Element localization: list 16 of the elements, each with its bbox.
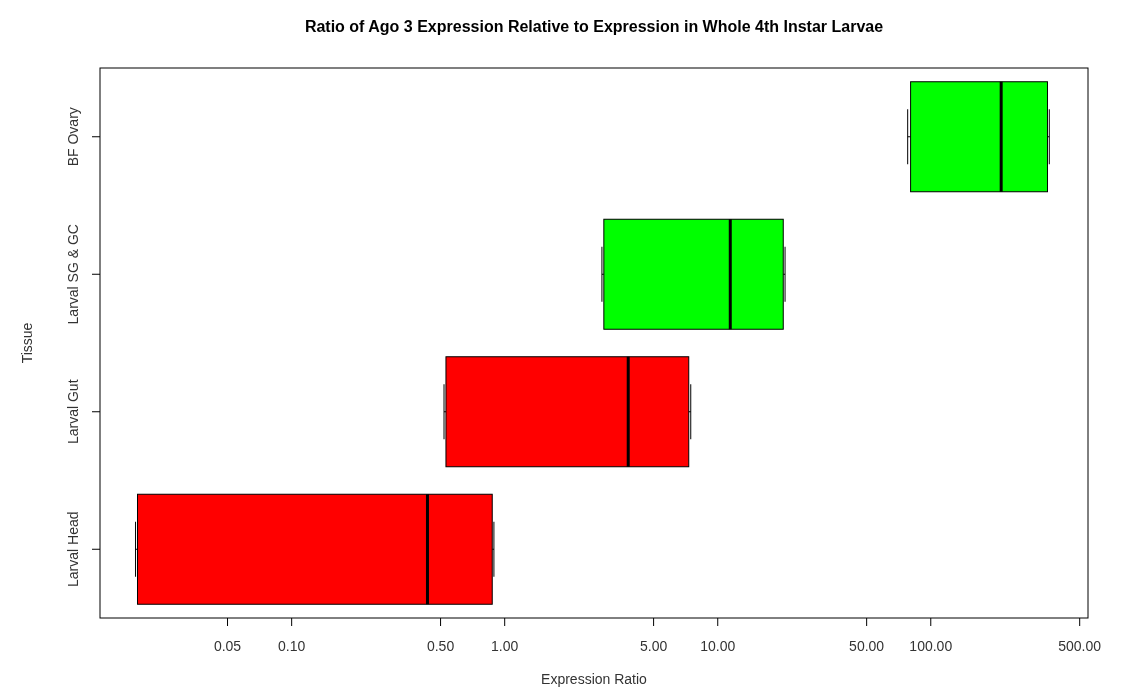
y-tick-label: Larval Head	[65, 511, 81, 587]
y-tick-label: BF Ovary	[65, 107, 81, 167]
x-tick-label: 500.00	[1058, 638, 1102, 654]
chart-title: Ratio of Ago 3 Expression Relative to Expression in Whole 4th Instar Larvae	[304, 18, 884, 35]
x-tick-label: 0.10	[278, 638, 306, 654]
x-tick-label: 5.00	[639, 638, 668, 654]
y-axis-title: Tissue	[19, 322, 35, 364]
x-tick-label: 100.00	[909, 638, 953, 654]
x-tick-label: 0.50	[426, 638, 455, 654]
x-tick-label: 50.00	[849, 638, 885, 654]
y-tick-label: Larval Gut	[65, 379, 81, 445]
x-tick-label: 0.05	[213, 638, 242, 654]
x-tick-label: 1.00	[491, 638, 519, 654]
x-tick-label: 10.00	[700, 638, 736, 654]
y-tick-label: Larval SG & GC	[65, 224, 81, 325]
x-axis-title: Expression Ratio	[541, 671, 648, 687]
